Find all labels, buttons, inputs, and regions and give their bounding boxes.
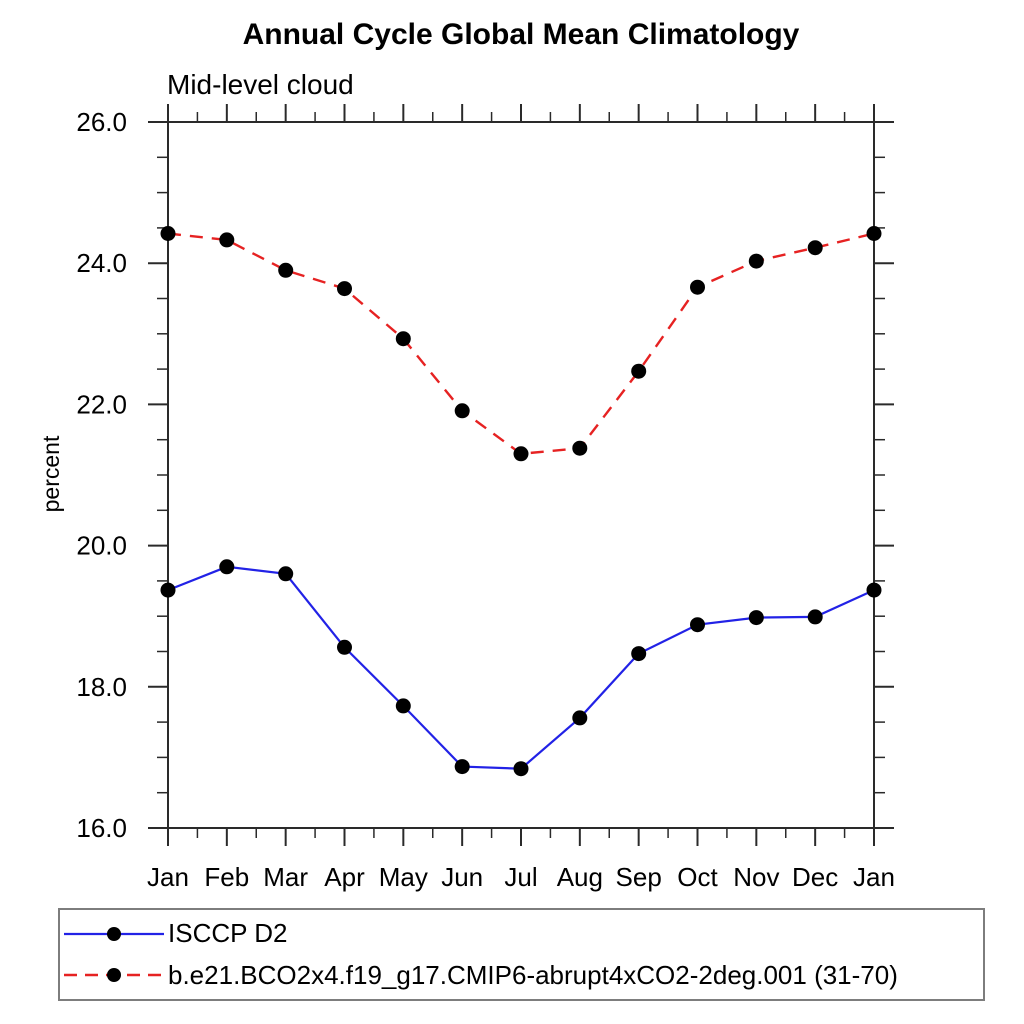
x-tick-label: Jan [147,862,189,892]
x-tick-label: Jul [504,862,537,892]
y-tick-label: 22.0 [76,389,127,419]
x-tick-label: May [379,862,428,892]
data-point-marker-s1-2 [278,262,294,278]
data-point-marker-s0-0 [160,582,176,598]
y-tick-label: 16.0 [76,813,127,843]
data-point-marker-s1-11 [807,240,823,256]
data-point-marker-s0-12 [866,582,882,598]
plot-frame [167,121,875,829]
x-tick-label: Nov [733,862,779,892]
legend-label-isccp: ISCCP D2 [168,918,288,949]
chart-subtitle: Mid-level cloud [167,69,354,100]
data-point-marker-s1-0 [160,226,176,241]
legend-label-model: b.e21.BCO2x4.f19_g17.CMIP6-abrupt4xCO2-2… [168,959,898,990]
legend-marker-dot [107,968,121,983]
data-point-marker-s1-5 [454,403,470,419]
data-point-marker-s1-12 [866,226,882,241]
legend-item-isccp: ISCCP D2 [64,914,983,954]
data-point-marker-s1-10 [748,253,764,269]
series-line-0 [167,565,875,770]
x-tick-label: Oct [677,862,718,892]
data-point-marker-s0-9 [690,617,705,633]
x-tick-label: Dec [792,862,838,892]
data-point-marker-s1-9 [690,279,705,295]
x-tick-label: Mar [263,862,308,892]
data-point-marker-s0-4 [395,698,411,714]
data-point-marker-s0-6 [513,761,529,777]
data-point-marker-s0-5 [454,759,470,775]
data-point-marker-s0-8 [631,646,647,662]
legend-line-sample-dashed [64,968,164,983]
x-tick-label: Apr [324,862,365,892]
data-point-marker-s0-3 [337,639,352,655]
y-tick-label: 24.0 [76,248,127,278]
data-point-marker-s1-1 [219,232,235,248]
y-tick-label: 20.0 [76,531,127,561]
legend-item-model: b.e21.BCO2x4.f19_g17.CMIP6-abrupt4xCO2-2… [64,955,983,995]
data-point-marker-s0-1 [219,559,235,575]
series-line-1 [167,232,875,456]
data-point-marker-s1-8 [631,363,647,379]
legend-marker-dot [107,926,121,941]
x-tick-label: Aug [557,862,603,892]
y-tick-label: 26.0 [76,107,127,137]
x-tick-label: Feb [204,862,249,892]
data-point-marker-s0-2 [278,566,294,582]
data-point-marker-s1-7 [572,440,588,456]
data-point-marker-s0-7 [572,710,588,726]
data-point-marker-s0-10 [748,610,764,626]
x-tick-label: Sep [616,862,662,892]
x-tick-label: Jan [853,862,895,892]
data-point-marker-s0-11 [807,609,823,625]
y-tick-label: 18.0 [76,672,127,702]
chart-title: Annual Cycle Global Mean Climatology [242,18,800,51]
legend: ISCCP D2 b.e21.BCO2x4.f19_g17.CMIP6-abru… [58,908,985,1001]
x-tick-label: Jun [441,862,483,892]
data-point-marker-s1-3 [337,281,352,297]
legend-line-sample-solid [64,926,164,941]
data-point-marker-s1-6 [513,446,529,462]
data-point-marker-s1-4 [395,331,411,347]
